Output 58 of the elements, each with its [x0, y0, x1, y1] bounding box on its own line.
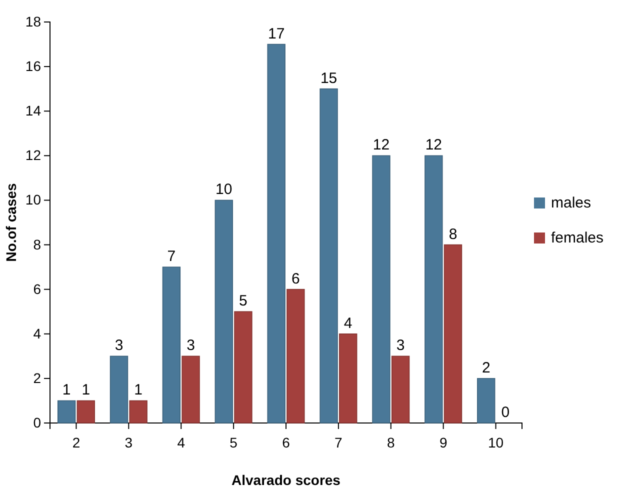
x-tick-label: 9: [439, 434, 448, 450]
bar: [391, 356, 410, 424]
y-tick-label: 10: [25, 192, 42, 208]
x-tick-label: 4: [177, 434, 186, 450]
data-label: 6: [291, 270, 300, 288]
bar: [339, 333, 358, 424]
bar: [444, 244, 462, 424]
bar: [320, 88, 338, 424]
x-tick-label: 10: [488, 434, 504, 450]
data-label: 1: [134, 382, 142, 399]
x-tick-label: 7: [334, 434, 343, 450]
y-tick-label: 18: [25, 13, 42, 30]
bar: [267, 44, 286, 424]
y-tick-label: 16: [25, 58, 42, 74]
bar: [182, 356, 200, 424]
legend-label: males: [551, 194, 592, 212]
bar: [129, 400, 148, 424]
data-label: 5: [239, 292, 248, 310]
bar: [110, 356, 128, 424]
x-tick-label: 3: [124, 434, 133, 450]
x-axis-title: Alvarado scores: [232, 472, 341, 488]
x-tick-label: 6: [282, 434, 290, 450]
data-label: 12: [372, 136, 390, 154]
legend-label: females: [551, 230, 604, 246]
y-tick-label: 8: [33, 236, 42, 252]
y-tick-label: 4: [33, 325, 42, 342]
bar: [57, 400, 76, 424]
bar: [162, 266, 181, 424]
y-tick-label: 2: [33, 370, 42, 386]
y-tick-label: 0: [33, 414, 42, 430]
bar: [76, 400, 95, 424]
x-tick-label: 5: [230, 434, 238, 450]
data-label: 1: [62, 382, 71, 399]
data-label: 3: [396, 337, 405, 354]
data-label: 4: [344, 314, 352, 332]
y-tick-label: 12: [25, 147, 42, 164]
y-tick-label: 14: [25, 102, 42, 119]
data-label: 10: [216, 181, 232, 198]
data-label: 0: [501, 404, 510, 421]
bar: [286, 288, 305, 424]
data-label: 12: [425, 136, 442, 154]
bar: [372, 155, 390, 424]
data-label: 2: [482, 359, 490, 376]
x-tick-label: 8: [386, 434, 395, 450]
data-label: 1: [82, 382, 90, 399]
y-axis-title: No.of cases: [3, 182, 19, 262]
bar: [477, 378, 496, 424]
x-tick-label: 2: [72, 434, 80, 450]
bar: [424, 155, 443, 424]
data-label: 15: [320, 70, 338, 87]
data-label: 3: [186, 337, 195, 354]
data-label: 17: [268, 25, 285, 42]
data-label: 3: [114, 337, 124, 354]
data-label: 7: [167, 248, 176, 266]
bar: [214, 200, 233, 424]
y-tick-label: 6: [33, 280, 42, 297]
bar: [234, 311, 252, 424]
data-label: 8: [448, 226, 458, 243]
